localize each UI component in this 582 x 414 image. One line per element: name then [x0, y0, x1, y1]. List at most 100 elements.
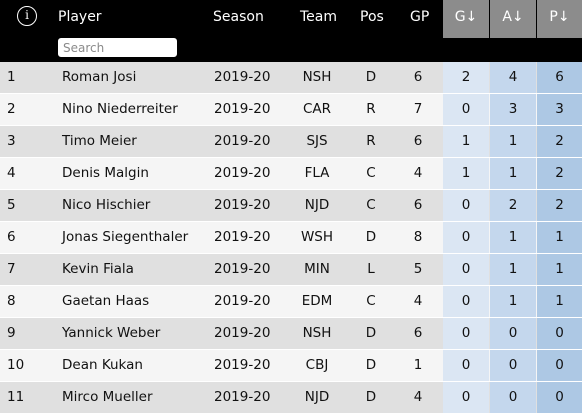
assists-cell: 0: [490, 350, 536, 381]
team-cell: SJS: [306, 133, 328, 149]
team-cell: CAR: [302, 101, 332, 117]
pos-cell: C: [366, 165, 376, 181]
table-row[interactable]: 9 Yannick Weber 2019-20 NSH D 6 0 0 0: [0, 318, 582, 350]
season-cell: 2019-20: [214, 165, 271, 181]
points-cell: 1: [537, 286, 582, 317]
rank-cell: 5: [7, 197, 16, 213]
assists-cell: 4: [490, 62, 536, 93]
table-header: i Player Season Team Pos GP G↓ A↓ P↓: [0, 0, 582, 62]
player-cell: Yannick Weber: [62, 325, 161, 341]
column-header-team[interactable]: Team: [300, 9, 338, 25]
goals-cell: 1: [443, 126, 489, 157]
points-cell: 0: [537, 382, 582, 413]
rank-cell: 4: [7, 165, 16, 181]
goals-cell: 0: [443, 382, 489, 413]
points-cell: 0: [537, 318, 582, 349]
pos-cell: D: [365, 325, 377, 341]
goals-cell: 0: [443, 222, 489, 253]
season-cell: 2019-20: [214, 101, 271, 117]
column-header-goals[interactable]: G↓: [443, 0, 489, 38]
table-row[interactable]: 6 Jonas Siegenthaler 2019-20 WSH D 8 0 1 1: [0, 222, 582, 254]
team-cell: NSH: [302, 325, 332, 341]
team-cell: EDM: [301, 293, 333, 309]
pos-cell: D: [365, 229, 377, 245]
season-cell: 2019-20: [214, 293, 271, 309]
gp-cell: 7: [413, 101, 423, 117]
table-row[interactable]: 2 Nino Niederreiter 2019-20 CAR R 7 0 3 3: [0, 94, 582, 126]
table-row[interactable]: 10 Dean Kukan 2019-20 CBJ D 1 0 0 0: [0, 350, 582, 382]
pos-cell: R: [366, 101, 376, 117]
gp-cell: 8: [413, 229, 423, 245]
column-header-player[interactable]: Player: [58, 9, 102, 25]
table-row[interactable]: 3 Timo Meier 2019-20 SJS R 6 1 1 2: [0, 126, 582, 158]
table-row[interactable]: 11 Mirco Mueller 2019-20 NJD D 4 0 0 0: [0, 382, 582, 414]
table-row[interactable]: 8 Gaetan Haas 2019-20 EDM C 4 0 1 1: [0, 286, 582, 318]
rank-cell: 9: [7, 325, 16, 341]
pos-cell: C: [366, 293, 376, 309]
team-cell: NSH: [302, 69, 332, 85]
info-icon[interactable]: i: [17, 6, 37, 26]
player-cell: Nino Niederreiter: [62, 101, 178, 117]
rank-cell: 1: [7, 69, 16, 85]
player-cell: Mirco Mueller: [62, 389, 153, 405]
gp-cell: 6: [413, 69, 423, 85]
season-cell: 2019-20: [214, 389, 271, 405]
season-cell: 2019-20: [214, 261, 271, 277]
team-cell: CBJ: [305, 357, 329, 373]
gp-cell: 4: [413, 165, 423, 181]
player-cell: Denis Malgin: [62, 165, 149, 181]
points-cell: 0: [537, 350, 582, 381]
assists-cell: 1: [490, 254, 536, 285]
column-header-assists[interactable]: A↓: [490, 0, 536, 38]
goals-cell: 0: [443, 318, 489, 349]
player-cell: Timo Meier: [62, 133, 137, 149]
team-cell: FLA: [304, 165, 330, 181]
rank-cell: 8: [7, 293, 16, 309]
player-cell: Dean Kukan: [62, 357, 143, 373]
points-cell: 6: [537, 62, 582, 93]
team-cell: MIN: [304, 261, 330, 277]
pos-cell: L: [367, 261, 375, 277]
gp-cell: 6: [413, 325, 423, 341]
season-cell: 2019-20: [214, 133, 271, 149]
goals-cell: 0: [443, 190, 489, 221]
column-header-points[interactable]: P↓: [537, 0, 582, 38]
player-cell: Kevin Fiala: [62, 261, 134, 277]
gp-cell: 4: [413, 293, 423, 309]
column-header-pos[interactable]: Pos: [360, 9, 384, 25]
table-body: 1 Roman Josi 2019-20 NSH D 6 2 4 6 2 Nino Niederre…: [0, 62, 582, 414]
goals-cell: 2: [443, 62, 489, 93]
player-cell: Gaetan Haas: [62, 293, 150, 309]
season-cell: 2019-20: [214, 197, 271, 213]
gp-cell: 6: [413, 197, 423, 213]
goals-cell: 1: [443, 158, 489, 189]
season-cell: 2019-20: [214, 229, 271, 245]
table-row[interactable]: 7 Kevin Fiala 2019-20 MIN L 5 0 1 1: [0, 254, 582, 286]
season-cell: 2019-20: [214, 325, 271, 341]
team-cell: NJD: [304, 197, 330, 213]
table-row[interactable]: 1 Roman Josi 2019-20 NSH D 6 2 4 6: [0, 62, 582, 94]
assists-cell: 1: [490, 158, 536, 189]
season-cell: 2019-20: [214, 357, 271, 373]
rank-cell: 7: [7, 261, 16, 277]
points-cell: 2: [537, 158, 582, 189]
rank-cell: 2: [7, 101, 16, 117]
goals-cell: 0: [443, 254, 489, 285]
column-header-season[interactable]: Season: [213, 9, 264, 25]
table-row[interactable]: 4 Denis Malgin 2019-20 FLA C 4 1 1 2: [0, 158, 582, 190]
assists-cell: 1: [490, 126, 536, 157]
points-cell: 2: [537, 190, 582, 221]
pos-cell: R: [366, 133, 376, 149]
goals-cell: 0: [443, 94, 489, 125]
player-cell: Nico Hischier: [62, 197, 151, 213]
assists-cell: 1: [490, 286, 536, 317]
pos-cell: D: [365, 389, 377, 405]
rank-cell: 10: [7, 357, 25, 373]
assists-cell: 2: [490, 190, 536, 221]
search-input[interactable]: [58, 38, 177, 57]
pos-cell: C: [366, 197, 376, 213]
player-cell: Roman Josi: [62, 69, 137, 85]
table-row[interactable]: 5 Nico Hischier 2019-20 NJD C 6 0 2 2: [0, 190, 582, 222]
column-header-gp[interactable]: GP: [410, 9, 430, 25]
